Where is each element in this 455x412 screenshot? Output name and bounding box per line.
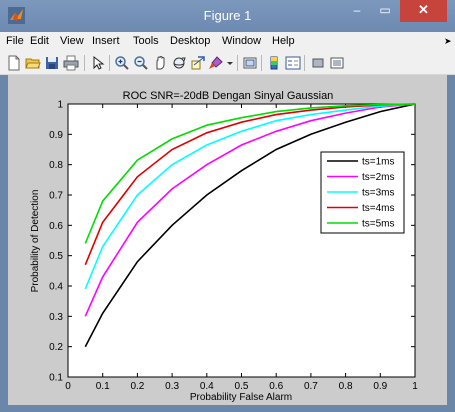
x-axis-label: Probability False Alarm [190, 392, 292, 403]
legend-entry: ts=5ms [362, 219, 395, 230]
title-bar[interactable]: Figure 1 – ▭ ✕ [0, 0, 455, 32]
toolbar-separator [237, 55, 238, 71]
zoom-out-icon[interactable] [133, 55, 149, 71]
x-tick-label: 0.3 [165, 381, 179, 392]
x-tick-label: 0.2 [130, 381, 144, 392]
y-tick-label: 0.8 [49, 160, 63, 171]
series-line-ts-1ms[interactable] [84, 103, 416, 348]
series-line-ts-2ms[interactable] [84, 103, 416, 317]
toolbar [0, 52, 455, 75]
series-line-ts-3ms[interactable] [84, 103, 416, 290]
x-tick-label: 0.7 [304, 381, 318, 392]
window-title: Figure 1 [203, 8, 252, 23]
new-figure-icon[interactable] [6, 55, 22, 71]
hide-plot-tools-icon[interactable] [310, 55, 326, 71]
print-icon[interactable] [63, 55, 79, 71]
zoom-in-icon[interactable] [114, 55, 130, 71]
menu-bar: File Edit View Insert Tools Desktop Wind… [0, 32, 455, 52]
toolbar-separator [84, 55, 85, 71]
x-tick-label: 0.4 [200, 381, 214, 392]
edit-plot-icon[interactable] [90, 55, 106, 71]
insert-legend-icon[interactable] [285, 55, 301, 71]
menu-view[interactable]: View [60, 35, 84, 47]
legend-entry: ts=1ms [362, 157, 395, 168]
matlab-icon [8, 7, 25, 24]
y-tick-label: 0.5 [49, 251, 63, 262]
rotate-3d-icon[interactable] [171, 55, 187, 71]
close-button[interactable]: ✕ [400, 0, 447, 22]
minimize-button[interactable]: – [353, 3, 361, 17]
menu-help[interactable]: Help [272, 35, 295, 47]
x-tick-label: 0.5 [235, 381, 249, 392]
y-tick-label: 0.4 [49, 282, 63, 293]
roc-chart: ROC SNR=-20dB Dengan Sinyal Gaussian 0 0.… [30, 90, 418, 403]
menu-insert[interactable]: Insert [92, 35, 120, 47]
save-icon[interactable] [44, 55, 60, 71]
show-plot-tools-icon[interactable] [329, 55, 345, 71]
dropdown-arrow-icon[interactable] [226, 55, 234, 71]
y-tick-label: 1 [57, 100, 63, 111]
legend-entry: ts=4ms [362, 203, 395, 214]
y-tick-label: 0.2 [49, 342, 63, 353]
menu-window[interactable]: Window [222, 35, 262, 47]
y-tick-label: 0.9 [49, 130, 63, 141]
x-tick-label: 1 [412, 381, 418, 392]
series-line-ts-4ms[interactable] [84, 103, 416, 266]
toolbar-separator [261, 55, 262, 71]
series-group [84, 103, 416, 348]
data-cursor-icon[interactable] [190, 55, 206, 71]
y-tick-label: 0.6 [49, 221, 63, 232]
link-plot-icon[interactable] [242, 55, 258, 71]
pan-icon[interactable] [152, 55, 168, 71]
y-tick-label: 0.1 [49, 373, 63, 384]
menu-overflow-icon[interactable]: ➤ [444, 36, 452, 46]
chart-title: ROC SNR=-20dB Dengan Sinyal Gaussian [123, 90, 334, 102]
toolbar-separator [304, 55, 305, 71]
x-tick-label: 0.8 [339, 381, 353, 392]
insert-colorbar-icon[interactable] [266, 55, 282, 71]
legend-entry: ts=2ms [362, 172, 395, 183]
x-tick-label: 0.6 [269, 381, 283, 392]
x-tick-label: 0.9 [373, 381, 387, 392]
legend[interactable]: ts=1ms ts=2ms ts=3ms ts=4ms ts=5ms [320, 151, 405, 234]
series-line-ts-5ms[interactable] [84, 103, 416, 244]
toolbar-separator [109, 55, 110, 71]
menu-file[interactable]: File [6, 35, 24, 47]
menu-edit[interactable]: Edit [30, 35, 49, 47]
y-tick-label: 0.7 [49, 191, 63, 202]
maximize-button[interactable]: ▭ [379, 3, 391, 17]
x-tick-label: 0 [65, 381, 71, 392]
figure-canvas[interactable]: ROC SNR=-20dB Dengan Sinyal Gaussian 0 0.… [8, 75, 447, 405]
y-axis-label: Probability of Detection [30, 190, 41, 293]
x-tick-label: 0.1 [96, 381, 110, 392]
axes-group: 0 0.1 0.2 0.3 0.4 0.5 0.6 0.7 0.8 0.9 10.10.20.30.… [49, 100, 418, 393]
y-tick-label: 0.3 [49, 312, 63, 323]
open-file-icon[interactable] [25, 55, 41, 71]
menu-tools[interactable]: Tools [133, 35, 159, 47]
legend-entry: ts=3ms [362, 188, 395, 199]
brush-icon[interactable] [208, 55, 224, 71]
menu-desktop[interactable]: Desktop [170, 35, 211, 47]
